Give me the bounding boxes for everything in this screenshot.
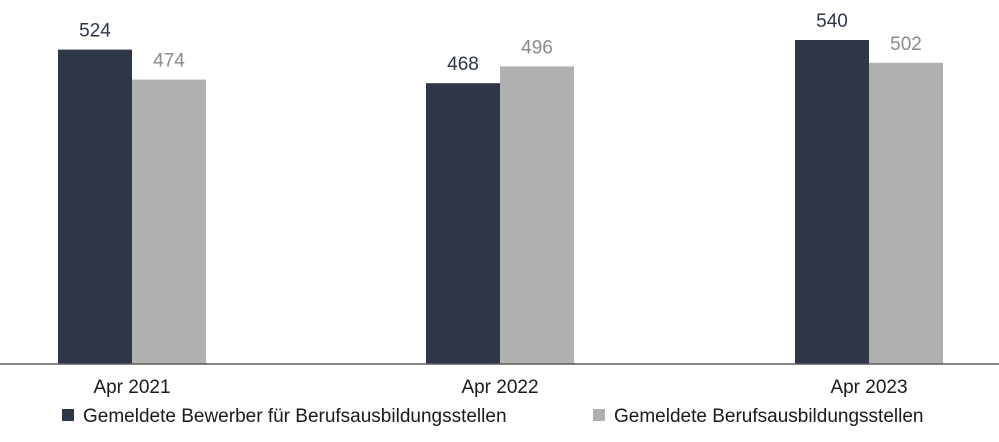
- data-label-series-1-1: 524: [79, 21, 111, 42]
- legend-label-2: Gemeldete Berufsausbildungsstellen: [614, 406, 923, 427]
- bar-series-1-2: [426, 83, 500, 364]
- bar-series-1-3: [795, 40, 869, 364]
- data-label-series-2-1: 474: [153, 51, 185, 72]
- data-label-series-1-2: 468: [447, 54, 479, 75]
- legend: Gemeldete Bewerber für Berufsausbildungs…: [62, 406, 923, 427]
- legend-label-1: Gemeldete Bewerber für Berufsausbildungs…: [83, 406, 507, 427]
- x-tick-label-2: Apr 2022: [461, 377, 538, 398]
- bar-series-1-1: [58, 49, 132, 364]
- x-axis-tick-labels: Apr 2021 Apr 2022 Apr 2023: [93, 377, 907, 398]
- x-tick-label-3: Apr 2023: [830, 377, 907, 398]
- bar-series-2-3: [869, 62, 943, 365]
- bar-series-2-1: [132, 79, 206, 364]
- bar-series-2-2: [500, 66, 574, 365]
- value-labels-layer: 524 474 468 496 540 502: [79, 11, 922, 75]
- data-label-series-2-3: 502: [890, 34, 922, 55]
- bars-layer: [58, 40, 943, 365]
- data-label-series-1-3: 540: [816, 11, 848, 32]
- x-tick-label-1: Apr 2021: [93, 377, 170, 398]
- legend-swatch-2: [593, 409, 605, 421]
- data-label-series-2-2: 496: [521, 37, 553, 58]
- legend-swatch-1: [62, 409, 74, 421]
